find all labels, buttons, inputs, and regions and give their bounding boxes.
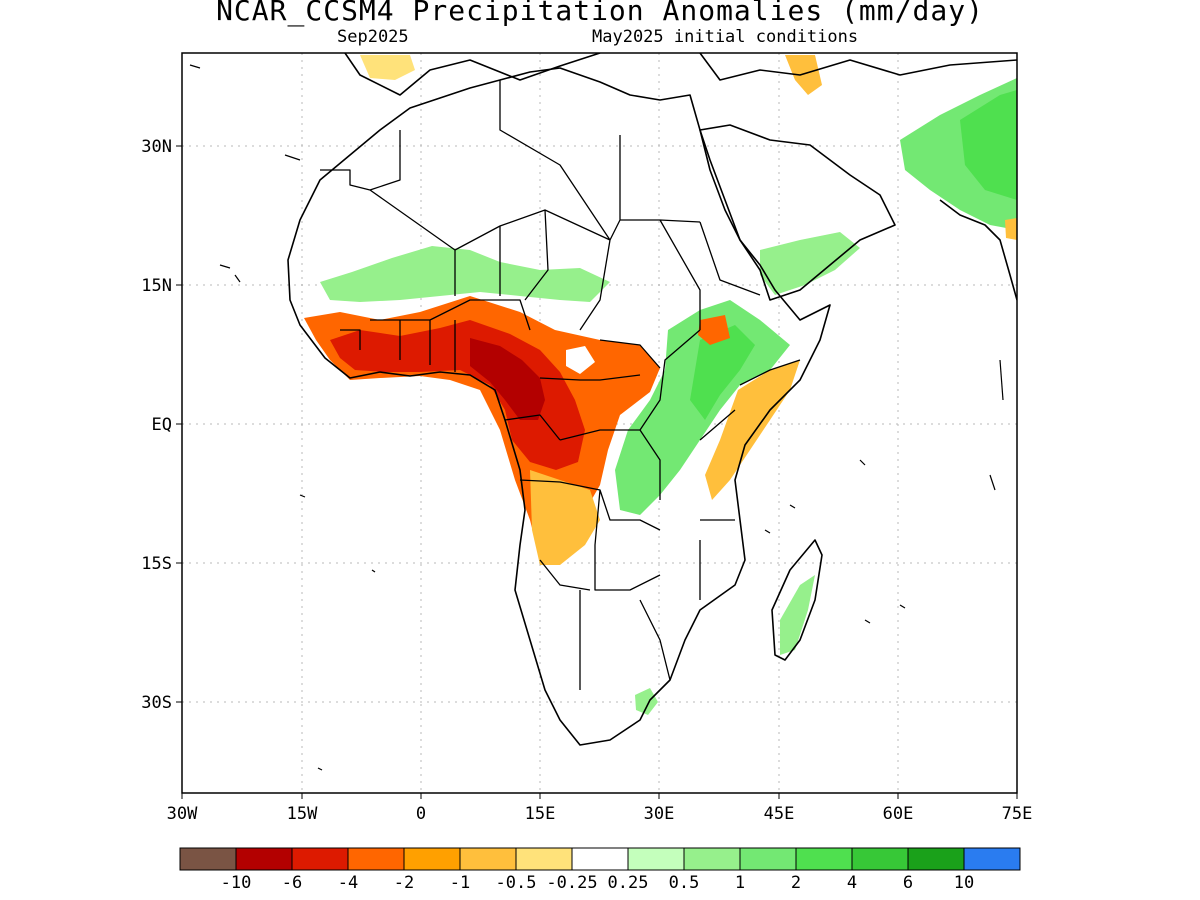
lat-label-15s: 15S — [141, 554, 172, 574]
lon-label-60e: 60E — [883, 804, 914, 824]
india-dry-patch — [1005, 218, 1017, 240]
colorbar-label: 0.5 — [669, 873, 700, 893]
lon-label-0: 0 — [416, 804, 426, 824]
map-frame — [181, 52, 1018, 794]
lon-label-30w: 30W — [167, 804, 198, 824]
colorbar-label: -0.25 — [546, 873, 597, 893]
colorbar-swatch — [907, 847, 965, 871]
colorbar-label: -4 — [338, 873, 358, 893]
india-coastline — [939, 199, 1017, 301]
colorbar-swatch — [235, 847, 293, 871]
lat-label-eq: EQ — [152, 415, 172, 435]
forecast-month: Sep2025 — [337, 27, 409, 47]
colorbar-swatch — [627, 847, 685, 871]
colorbar-swatch — [851, 847, 909, 871]
colorbar-label: -6 — [282, 873, 302, 893]
small-islands — [189, 64, 1004, 771]
lon-label-75e: 75E — [1002, 804, 1033, 824]
latitude-labels: 30N 15N EQ 15S 30S — [141, 137, 172, 713]
colorbar-swatch — [571, 847, 629, 871]
colorbar-swatch — [403, 847, 461, 871]
east-africa-wet-core — [690, 325, 755, 420]
colorbar-swatch — [179, 847, 237, 871]
mediterranean-dry-patch — [360, 55, 415, 80]
colorbar-swatch — [291, 847, 349, 871]
colorbar-swatch — [739, 847, 797, 871]
south-asia-wet-core — [960, 90, 1017, 200]
colorbar-label: 10 — [954, 873, 974, 893]
colorbar-swatch — [515, 847, 573, 871]
colorbar-label: 4 — [847, 873, 857, 893]
southern-africa-wet-patch — [635, 688, 658, 715]
arabia-wet-region — [760, 232, 860, 295]
anomaly-fields — [304, 55, 1017, 715]
colorbar: -10 -6 -4 -2 -1 -0.5 -0.25 0.25 0.5 1 2 4 6 10 — [179, 847, 1021, 893]
lat-label-30n: 30N — [141, 137, 172, 157]
tick-marks — [176, 145, 1018, 799]
colorbar-label: -1 — [450, 873, 470, 893]
initial-conditions-label: May2025 initial conditions — [592, 27, 859, 47]
ethiopia-dry-patch — [698, 315, 730, 345]
colorbar-label: -2 — [394, 873, 414, 893]
colorbar-swatch — [347, 847, 405, 871]
colorbar-label: 2 — [791, 873, 801, 893]
lat-label-30s: 30S — [141, 693, 172, 713]
middle-east-dry-patch — [785, 55, 822, 95]
colorbar-label: 1 — [735, 873, 745, 893]
horn-of-africa-dry-region — [705, 360, 800, 500]
lon-label-30e: 30E — [644, 804, 675, 824]
colorbar-label: 0.25 — [608, 873, 649, 893]
lon-label-15w: 15W — [287, 804, 318, 824]
madagascar-coastline — [771, 539, 823, 661]
central-africa-dry-margin — [530, 470, 600, 565]
madagascar-wet-region — [780, 575, 815, 655]
lat-label-15n: 15N — [141, 276, 172, 296]
map-title: NCAR_CCSM4 Precipitation Anomalies (mm/d… — [216, 0, 984, 27]
central-neutral-patch — [566, 346, 595, 374]
africa-coastline — [287, 67, 831, 746]
coastlines — [287, 53, 1017, 746]
lon-label-15e: 15E — [525, 804, 556, 824]
lon-label-45e: 45E — [764, 804, 795, 824]
colorbar-label: -0.5 — [496, 873, 537, 893]
middle-east-coastline — [699, 53, 1017, 81]
colorbar-swatch — [683, 847, 741, 871]
central-africa-dry-core — [330, 320, 585, 470]
sahel-wet-region — [320, 246, 610, 302]
europe-coastline — [344, 53, 601, 96]
map-area — [182, 53, 1017, 793]
colorbar-swatch — [795, 847, 853, 871]
colorbar-swatch — [963, 847, 1021, 871]
colorbar-label: -10 — [221, 873, 252, 893]
colorbar-swatch — [459, 847, 517, 871]
longitude-labels: 30W 15W 0 15E 30E 45E 60E 75E — [167, 804, 1033, 824]
country-borders — [320, 80, 801, 690]
colorbar-label: 6 — [903, 873, 913, 893]
congo-dry-core — [470, 338, 545, 420]
gridlines — [182, 53, 1017, 793]
arabian-peninsula-coastline — [699, 124, 896, 301]
